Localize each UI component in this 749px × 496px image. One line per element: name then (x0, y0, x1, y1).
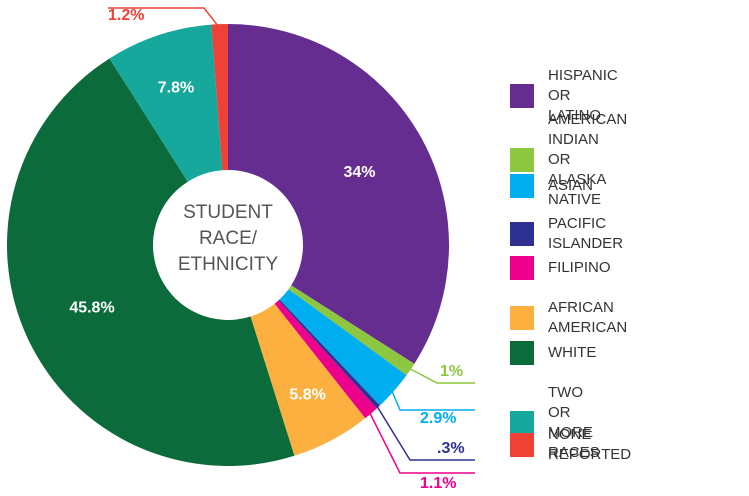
legend-label: WHITE (548, 344, 597, 361)
legend-label: PACIFIC ISLANDER (548, 215, 624, 252)
value-label: 34% (344, 164, 376, 181)
legend-label: AFRICAN AMERICAN (548, 299, 628, 336)
legend-swatch (510, 148, 534, 172)
legend-entry: TWO OR MORE RACES (510, 383, 600, 463)
leader-line (406, 366, 475, 384)
slice (228, 24, 450, 364)
value-label: 1% (440, 363, 463, 380)
slice (274, 300, 377, 419)
value-label: 45.8% (69, 300, 114, 317)
center-label: STUDENT RACE/ ETHNICITY (177, 202, 279, 275)
legend-label: ASIAN (548, 177, 594, 194)
legend-swatch (510, 433, 534, 457)
value-label: 1.1% (420, 475, 456, 492)
slice (211, 24, 228, 171)
legend-label: NONE REPORTED (548, 426, 632, 463)
leader-line (108, 7, 221, 29)
slice (279, 289, 407, 406)
legend-entry: PACIFIC ISLANDER (510, 214, 623, 254)
leader-line (375, 403, 475, 461)
legend-label: HISPANIC OR LATINO (548, 67, 618, 124)
value-label: 1.2% (108, 7, 144, 24)
legend-entry: AFRICAN AMERICAN (510, 298, 627, 338)
slice (250, 303, 366, 456)
slice (6, 58, 295, 467)
legend-entry: HISPANIC OR LATINO (510, 66, 618, 126)
value-label: 5.8% (289, 386, 325, 403)
slice (288, 285, 415, 376)
legend-swatch (510, 222, 534, 246)
legend-swatch (510, 306, 534, 330)
value-label: 2.9% (420, 410, 456, 427)
value-label: 7.8% (158, 80, 194, 97)
legend-swatch (510, 341, 534, 365)
legend-label: FILIPINO (548, 259, 611, 276)
legend-swatch (510, 174, 534, 198)
legend-entry: AMERICAN INDIAN OR ALASKA NATIVE (510, 110, 627, 210)
leader-line (390, 388, 475, 411)
legend-label: AMERICAN INDIAN OR ALASKA NATIVE (548, 111, 628, 208)
legend-label: TWO OR MORE RACES (548, 384, 600, 461)
legend-entry: ASIAN (510, 174, 593, 198)
slice (109, 24, 223, 182)
legend-entry: WHITE (510, 341, 596, 365)
value-label: .3% (437, 440, 465, 457)
legend-swatch (510, 411, 534, 435)
slice (278, 299, 380, 409)
legend-swatch (510, 256, 534, 280)
legend-swatch (510, 84, 534, 108)
leader-line (367, 410, 475, 474)
legend-entry: NONE REPORTED (510, 425, 631, 465)
legend-entry: FILIPINO (510, 256, 611, 280)
